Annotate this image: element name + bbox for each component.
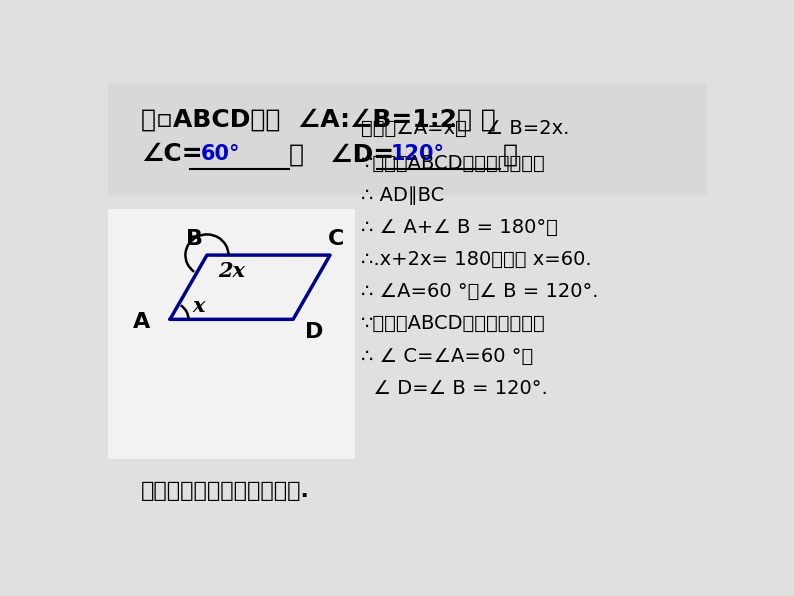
Text: 结论：平行四边形邻角互补.: 结论：平行四边形邻角互补. [141,482,310,501]
FancyBboxPatch shape [109,83,707,195]
Text: ∴ ∠ A+∠ B = 180°．: ∴ ∠ A+∠ B = 180°． [360,218,557,237]
Text: 在▫ABCD中，  ∠A:∠B=1:2， 则: 在▫ABCD中， ∠A:∠B=1:2， 则 [141,108,495,132]
Text: 60°: 60° [201,144,241,164]
Text: C: C [328,229,345,249]
Text: ，   ∠D=: ， ∠D= [289,142,394,166]
Text: ∵四边形ABCD是平行四边形，: ∵四边形ABCD是平行四边形， [360,154,545,173]
Text: ∴.x+2x= 180，解得 x=60.: ∴.x+2x= 180，解得 x=60. [360,250,592,269]
Text: ∠ D=∠ B = 120°.: ∠ D=∠ B = 120°. [360,378,548,398]
Text: 120°: 120° [391,144,445,164]
Text: A: A [133,312,150,331]
Text: x: x [193,296,205,315]
Text: 2x: 2x [218,261,245,281]
Text: ∵四边形ABCD是平行四边形，: ∵四边形ABCD是平行四边形， [360,315,545,333]
Text: 解：设∠A=x，   ∠ B=2x.: 解：设∠A=x， ∠ B=2x. [360,119,569,138]
Text: ．: ． [503,142,518,166]
Text: ∴ AD∥BC: ∴ AD∥BC [360,186,444,205]
Text: ∴ ∠ C=∠A=60 °，: ∴ ∠ C=∠A=60 °， [360,346,533,365]
Text: ∠C=: ∠C= [141,142,202,166]
Text: D: D [306,322,324,342]
Text: ∴ ∠A=60 °，∠ B = 120°.: ∴ ∠A=60 °，∠ B = 120°. [360,283,598,302]
FancyBboxPatch shape [109,209,355,460]
Text: B: B [186,229,203,249]
